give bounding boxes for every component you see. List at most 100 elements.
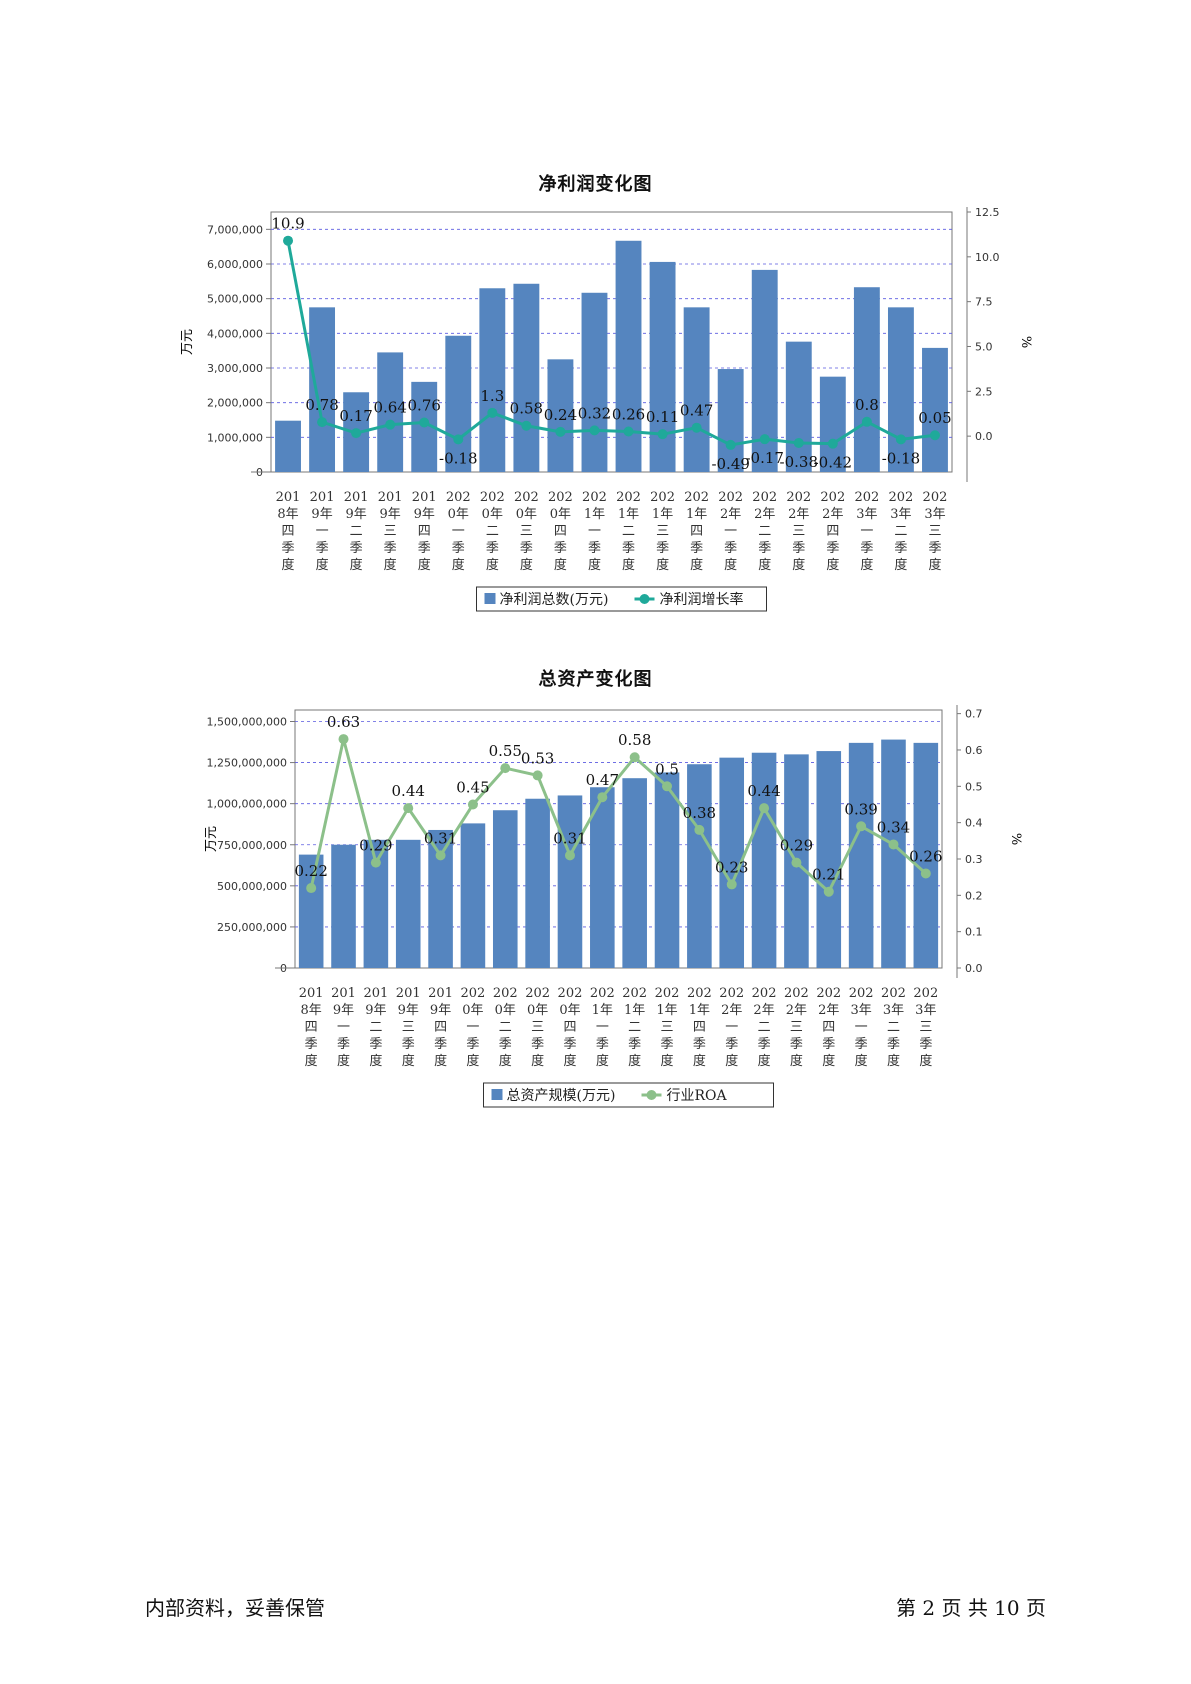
x-tick-label: 9年 — [414, 507, 435, 522]
x-tick-label: 度 — [520, 557, 533, 573]
line-point — [623, 426, 634, 437]
line-point — [861, 416, 872, 427]
x-tick-label: 四 — [305, 1020, 318, 1035]
x-tick-label: 201 — [412, 490, 437, 505]
x-tick-label: 一 — [316, 524, 329, 539]
x-tick-label: 季 — [350, 541, 363, 556]
x-tick-label: 2年 — [754, 507, 775, 522]
x-tick-label: 1年 — [686, 507, 707, 522]
line-series — [309, 738, 927, 895]
left-axis-tick-label: 250,000,000 — [217, 921, 287, 934]
x-tick-label: 二 — [894, 524, 907, 539]
data-label: 0.34 — [877, 818, 910, 836]
bar — [654, 772, 680, 968]
x-tick-label: 季 — [402, 1037, 415, 1052]
x-tick-label: 1年 — [689, 1003, 710, 1018]
data-label: 0.76 — [408, 397, 441, 415]
right-axis-tick-label: 0.4 — [965, 817, 983, 830]
line-point — [827, 438, 838, 449]
line-point — [589, 425, 600, 436]
x-tick-label: 一 — [725, 1020, 738, 1035]
data-label: 0.17 — [339, 407, 372, 425]
x-tick-label: 度 — [369, 1053, 382, 1069]
x-tick-label: 度 — [928, 557, 941, 573]
right-axis-tick-label: 0.7 — [965, 708, 983, 721]
right-axis-tick-label: 10.0 — [975, 251, 1000, 264]
x-tick-label: 季 — [554, 541, 567, 556]
data-label: 0.22 — [294, 862, 327, 880]
bar — [622, 778, 647, 968]
data-label: 0.47 — [680, 402, 713, 420]
x-tick-label: 度 — [656, 557, 669, 573]
x-tick-label: 度 — [563, 1053, 576, 1069]
x-tick-label: 2年 — [721, 1003, 742, 1018]
x-tick-label: 度 — [792, 557, 805, 573]
x-tick-label: 四 — [693, 1020, 706, 1035]
x-tick-label: 季 — [596, 1037, 609, 1052]
x-tick-label: 季 — [369, 1037, 382, 1052]
right-axis-tick-label: 0.3 — [965, 853, 983, 866]
bar — [492, 810, 518, 968]
x-tick-label: 三 — [792, 524, 805, 539]
right-axis-tick-label: 0.6 — [965, 744, 983, 757]
x-tick-label: 三 — [520, 524, 533, 539]
line-point — [338, 734, 349, 745]
x-tick-label: 3年 — [890, 507, 911, 522]
line-point — [888, 839, 899, 850]
x-tick-label: 季 — [563, 1037, 576, 1052]
x-tick-label: 度 — [402, 1053, 415, 1069]
x-tick-label: 3年 — [850, 1003, 871, 1018]
data-label: 0.63 — [327, 713, 360, 731]
x-tick-label: 202 — [461, 986, 486, 1001]
data-label: 0.78 — [305, 396, 338, 414]
x-tick-label: 三 — [919, 1020, 932, 1035]
data-label: 0.58 — [618, 731, 651, 749]
x-tick-label: 度 — [316, 557, 329, 573]
x-tick-label: 四 — [826, 524, 839, 539]
x-tick-label: 3年 — [924, 507, 945, 522]
x-tick-label: 201 — [276, 490, 301, 505]
x-tick-label: 度 — [725, 1053, 738, 1069]
left-axis-tick-label: 2,000,000 — [207, 397, 263, 410]
line-point — [403, 803, 414, 814]
x-tick-label: 度 — [693, 1053, 706, 1069]
x-tick-label: 度 — [622, 557, 635, 573]
x-tick-label: 季 — [520, 541, 533, 556]
x-tick-label: 季 — [758, 541, 771, 556]
x-tick-label: 2年 — [720, 507, 741, 522]
left-axis-tick-label: 1,000,000,000 — [207, 798, 287, 811]
x-tick-label: 四 — [418, 524, 431, 539]
x-tick-label: 0年 — [527, 1003, 548, 1018]
data-label: 0.32 — [578, 404, 611, 422]
legend-line-marker — [639, 594, 650, 604]
line-point — [435, 850, 446, 861]
x-tick-label: 一 — [588, 524, 601, 539]
x-tick-label: 2年 — [818, 1003, 839, 1018]
x-tick-label: 三 — [656, 524, 669, 539]
left-axis-tick-label: 500,000,000 — [217, 880, 287, 893]
x-tick-label: 季 — [418, 541, 431, 556]
x-tick-label: 季 — [725, 1037, 738, 1052]
left-axis-tick-label: 6,000,000 — [207, 258, 263, 271]
legend-line-marker — [646, 1090, 657, 1100]
right-axis-tick-label: 0.5 — [965, 780, 983, 793]
x-tick-label: 一 — [452, 524, 465, 539]
x-tick-label: 季 — [826, 541, 839, 556]
x-tick-label: 一 — [466, 1020, 479, 1035]
bar — [557, 795, 583, 968]
x-tick-label: 度 — [596, 1053, 609, 1069]
left-axis-unit: 万元 — [204, 826, 219, 852]
x-tick-label: 201 — [299, 986, 324, 1001]
x-tick-label: 季 — [758, 1037, 771, 1052]
legend-bar-swatch — [491, 1089, 503, 1100]
data-label: 0.29 — [359, 837, 392, 855]
line-point — [500, 763, 511, 774]
data-label: 0.47 — [586, 771, 619, 789]
line-point — [370, 857, 381, 868]
x-tick-label: 202 — [558, 986, 583, 1001]
line-point — [920, 868, 931, 879]
x-tick-label: 三 — [531, 1020, 544, 1035]
left-axis-tick-label: 3,000,000 — [207, 362, 263, 375]
x-tick-label: 三 — [790, 1020, 803, 1035]
bar — [683, 307, 710, 472]
